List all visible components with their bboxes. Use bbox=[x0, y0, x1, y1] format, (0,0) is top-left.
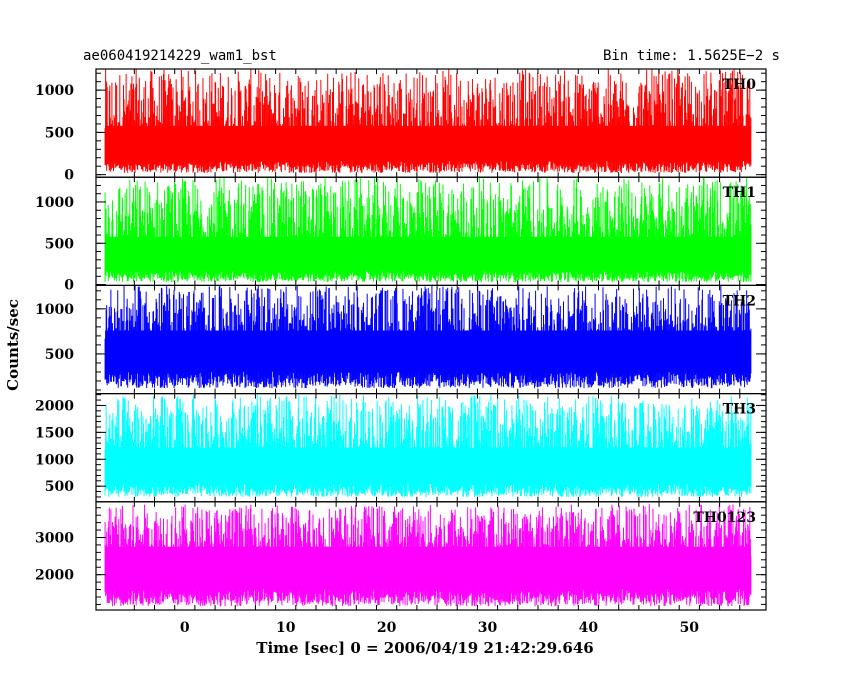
series-band-th1 bbox=[105, 236, 751, 271]
y-tick-label: 500 bbox=[45, 479, 74, 495]
panels: 0 500 1000 TH0 0 500 1000 TH1 500 1000 TH2 500 1000 1… bbox=[35, 68, 767, 611]
y-tick-label: 2000 bbox=[35, 398, 74, 414]
y-tick-label: 1000 bbox=[35, 302, 74, 318]
series-label-th0: TH0 bbox=[723, 77, 757, 93]
bin-time-label: Bin time: 1.5625E−2 s bbox=[603, 48, 780, 64]
y-axis-title: Counts/sec bbox=[4, 299, 22, 391]
series-band-th0123 bbox=[105, 546, 751, 589]
x-tick-label: 20 bbox=[377, 620, 397, 636]
series-label-th0123: TH0123 bbox=[693, 510, 756, 526]
x-axis-title: Time [sec] 0 = 2006/04/19 21:42:29.646 bbox=[256, 639, 593, 657]
panel-frame bbox=[95, 501, 767, 611]
x-axis: 0 10 20 30 40 50 bbox=[180, 620, 699, 636]
y-tick-label: 3000 bbox=[35, 530, 74, 546]
series-label-th3: TH3 bbox=[723, 402, 756, 418]
y-tick-label: 1000 bbox=[35, 452, 74, 468]
y-tick-label: 500 bbox=[45, 347, 74, 363]
x-tick-label: 0 bbox=[180, 620, 190, 636]
series-label-th1: TH1 bbox=[723, 185, 756, 201]
y-tick-label: 500 bbox=[45, 236, 74, 252]
series-band-th3 bbox=[105, 447, 751, 484]
x-tick-label: 50 bbox=[680, 620, 700, 636]
series-band-th2 bbox=[105, 330, 751, 372]
series-band-th0 bbox=[105, 125, 751, 161]
panel-th1: 0 500 1000 TH1 bbox=[35, 176, 767, 294]
y-tick-label: 1000 bbox=[35, 83, 74, 99]
panel-th3: 500 1000 1500 2000 TH3 bbox=[35, 393, 767, 503]
x-tick-label: 30 bbox=[478, 620, 498, 636]
y-tick-label: 0 bbox=[64, 278, 74, 294]
panel-th0123: 2000 3000 TH0123 bbox=[35, 501, 767, 611]
y-tick-label: 2000 bbox=[35, 568, 74, 584]
panel-th2: 500 1000 TH2 bbox=[35, 284, 767, 395]
panel-th0: 0 500 1000 TH0 bbox=[35, 68, 767, 184]
chart-title: ae060419214229_wam1_bst bbox=[83, 48, 277, 64]
y-tick-label: 1000 bbox=[35, 195, 74, 211]
y-tick-label: 500 bbox=[45, 125, 74, 141]
x-tick-label: 40 bbox=[579, 620, 599, 636]
y-tick-label: 1500 bbox=[35, 425, 74, 441]
y-tick-label: 0 bbox=[64, 168, 74, 184]
series-label-th2: TH2 bbox=[723, 293, 756, 309]
x-tick-label: 10 bbox=[276, 620, 296, 636]
